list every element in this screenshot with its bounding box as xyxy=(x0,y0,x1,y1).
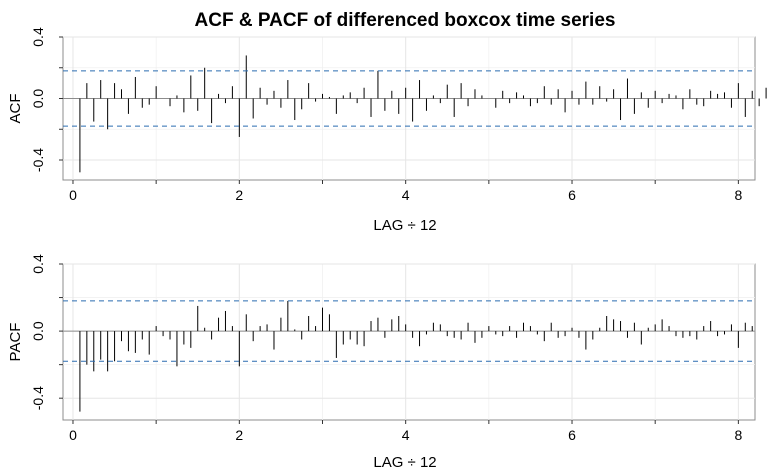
pacf-plot-area xyxy=(62,263,756,421)
pacf-bars xyxy=(79,300,753,412)
pacf-y-axis-title: PACF xyxy=(7,323,24,362)
pacf-grid xyxy=(63,263,755,420)
acf-x-tick-label: 0 xyxy=(69,187,77,203)
acf-x-axis-title: LAG ÷ 12 xyxy=(373,217,436,234)
acf-x-tick-label: 2 xyxy=(235,187,243,203)
pacf-x-tick-label: 0 xyxy=(69,427,77,443)
acf-x-ticks: 0 2 4 6 8 xyxy=(69,180,742,203)
acf-y-tick-label: -0.4 xyxy=(30,148,46,172)
pacf-x-tick-label: 2 xyxy=(235,427,243,443)
acf-x-tick-label: 8 xyxy=(734,187,742,203)
acf-x-tick-label: 6 xyxy=(568,187,576,203)
pacf-x-tick-label: 6 xyxy=(568,427,576,443)
pacf-confidence-bounds xyxy=(63,300,755,362)
acf-panel: -0.4 0.0 0.4 0 2 4 6 8 ACF LAG ÷ 12 xyxy=(7,27,767,234)
pacf-y-ticks: -0.4 0.0 0.4 xyxy=(30,254,63,410)
acf-x-tick-label: 4 xyxy=(402,187,410,203)
acf-confidence-bounds xyxy=(63,70,755,127)
pacf-x-tick-label: 8 xyxy=(734,427,742,443)
pacf-y-tick-label: 0.0 xyxy=(30,321,46,341)
pacf-y-tick-label: -0.4 xyxy=(30,386,46,410)
pacf-x-tick-label: 4 xyxy=(402,427,410,443)
pacf-y-tick-label: 0.4 xyxy=(30,254,46,274)
acf-y-tick-label: 0.0 xyxy=(30,89,46,109)
acf-y-tick-label: 0.4 xyxy=(30,27,46,47)
acf-grid xyxy=(63,36,755,180)
acf-y-axis-title: ACF xyxy=(7,94,24,124)
acf-bars xyxy=(79,55,767,173)
pacf-panel: -0.4 0.0 0.4 0 2 4 6 8 PACF LAG ÷ 12 xyxy=(7,254,756,471)
acf-plot-area xyxy=(62,36,756,181)
chart-title: ACF & PACF of differenced boxcox time se… xyxy=(195,10,616,31)
acf-y-ticks: -0.4 0.0 0.4 xyxy=(30,27,63,172)
pacf-x-axis-title: LAG ÷ 12 xyxy=(373,454,436,471)
pacf-x-ticks: 0 2 4 6 8 xyxy=(69,420,742,443)
